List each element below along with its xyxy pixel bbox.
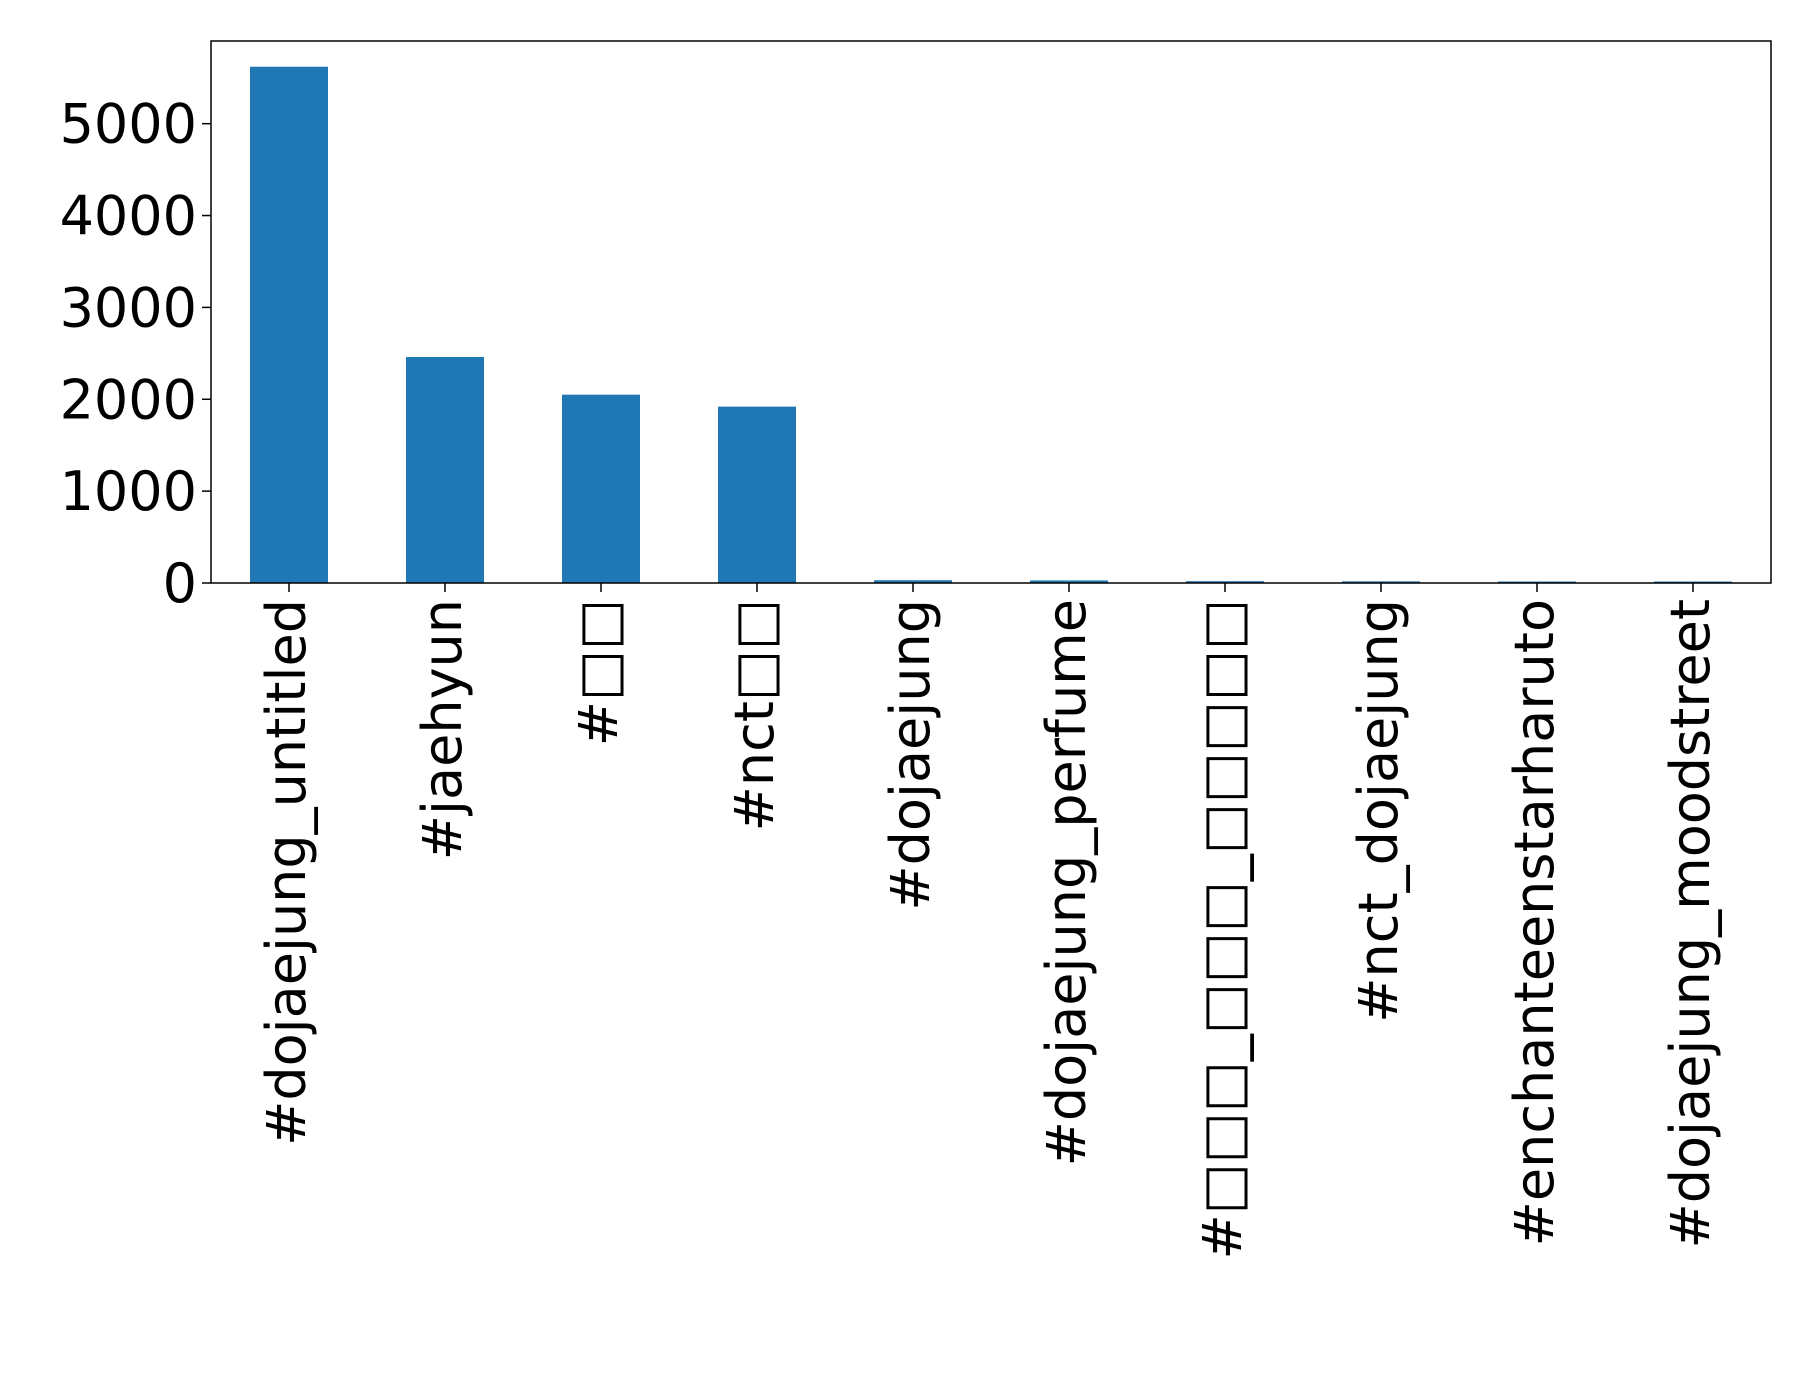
x-tick-label-1: #jaehyun (411, 599, 474, 860)
bar-2 (562, 394, 640, 583)
bar-5 (1030, 580, 1108, 583)
x-tick-label-2: #□□ (567, 599, 630, 746)
y-tick-label-0: 0 (163, 552, 197, 615)
bar-3 (718, 406, 796, 583)
x-tick-label-0: #dojaejung_untitled (255, 599, 318, 1146)
x-tick-label-9: #dojaejung_moodstreet (1659, 599, 1722, 1249)
x-axis: #dojaejung_untitled #jaehyun #□□ #nct□□ #doj… (255, 583, 1722, 1259)
bar-0 (250, 66, 328, 583)
x-tick-label-8: #enchanteenstarharuto (1503, 599, 1566, 1246)
bars-group (250, 66, 1732, 583)
x-tick-label-7: #nct_dojaejung (1347, 599, 1410, 1023)
x-tick-label-6: #□□□_□□□_□□□□□ (1191, 599, 1254, 1259)
y-tick-label-3: 3000 (60, 276, 197, 339)
y-tick-label-1: 1000 (60, 460, 197, 523)
x-tick-label-3: #nct□□ (723, 599, 786, 831)
y-tick-label-4: 4000 (60, 185, 197, 248)
x-tick-label-5: #dojaejung_perfume (1035, 599, 1098, 1166)
y-tick-label-2: 2000 (60, 368, 197, 431)
plot-frame (210, 40, 1772, 584)
bar-6 (1186, 581, 1264, 583)
bar-1 (406, 357, 484, 583)
bar-7 (1342, 581, 1420, 583)
bar-4 (874, 580, 952, 583)
y-axis: 0 1000 2000 3000 4000 5000 (60, 93, 211, 615)
y-tick-label-5: 5000 (60, 93, 197, 156)
x-tick-label-4: #dojaejung (879, 599, 942, 911)
